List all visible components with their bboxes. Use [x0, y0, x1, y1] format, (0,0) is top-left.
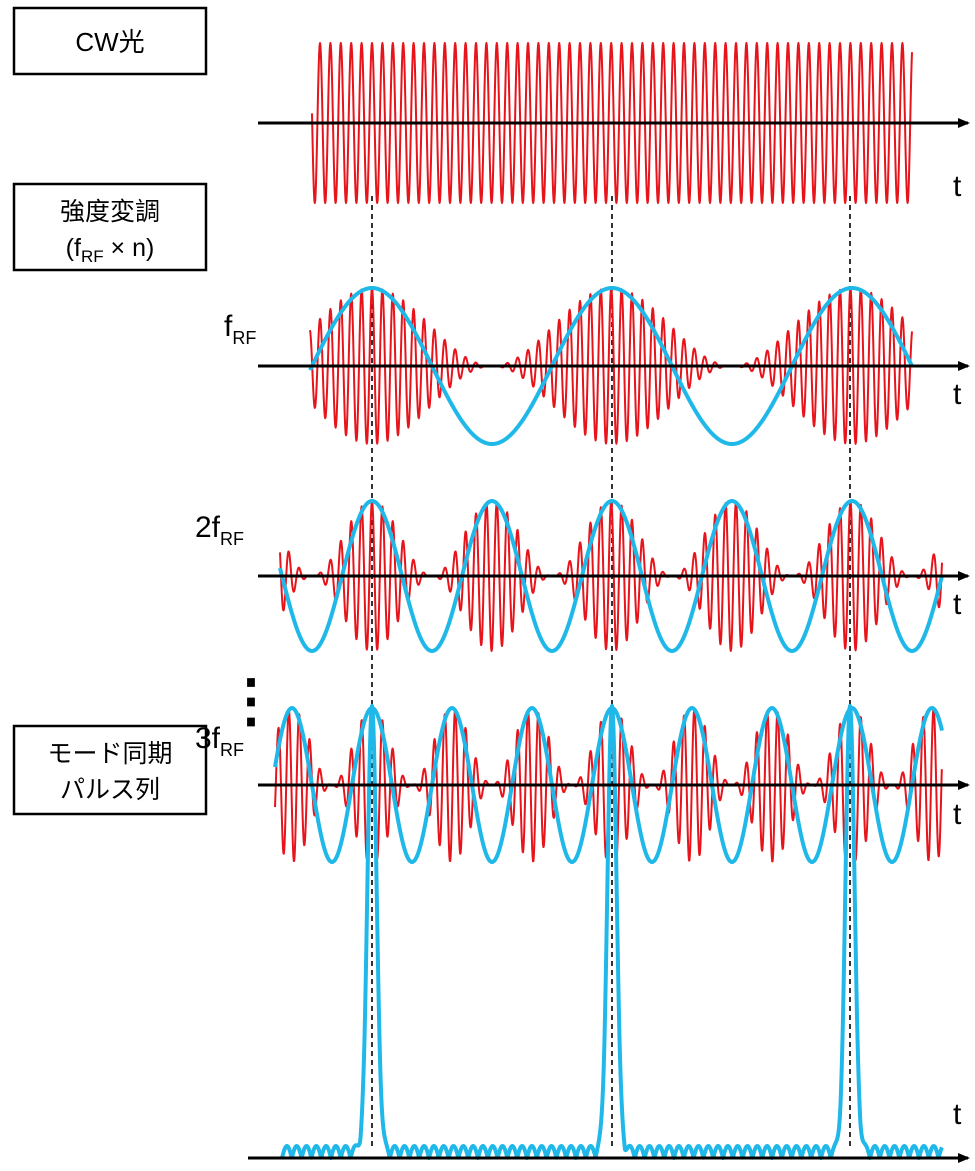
freq-label-1: fRF: [224, 310, 256, 348]
cw-light-label: CW光: [75, 27, 144, 57]
f3-envelope: [273, 706, 944, 864]
freq-label-3-sub: RF: [220, 740, 244, 760]
alignment-guides: [371, 196, 851, 1150]
time-axes: [248, 118, 970, 1163]
cw-carrier-wave: [311, 42, 913, 204]
modulation-open: (f: [66, 234, 81, 262]
time-label-pulse: t: [953, 1098, 962, 1131]
modulation-label-line1: 強度変調: [60, 198, 160, 226]
freq-label-1-main: f: [224, 310, 233, 343]
modulation-label-line2: (fRF × n): [66, 234, 155, 266]
mode-lock-label-line2: パルス列: [60, 776, 160, 804]
continuation-dots: ⋮: [222, 668, 280, 733]
modulation-box: [12, 182, 208, 272]
time-label-f1: t: [953, 378, 962, 411]
freq-label-3: 3fRF: [195, 722, 244, 760]
modulation-rest: × n): [104, 234, 155, 262]
freq-label-2: 2fRF: [195, 511, 244, 549]
time-label-f3: t: [953, 798, 962, 831]
f1-envelope: [308, 286, 914, 446]
f2-envelope: [278, 499, 944, 653]
cw-light-box: [12, 6, 208, 76]
waveforms: [273, 42, 944, 1160]
freq-label-3-main: 3f: [195, 722, 221, 755]
mode-lock-box: [12, 724, 208, 816]
freq-label-2-main: 2f: [195, 511, 221, 544]
freq-label-2-sub: RF: [220, 529, 244, 549]
time-label-f2: t: [953, 588, 962, 621]
mode-lock-label-line1: モード同期: [47, 740, 172, 768]
modulation-sub: RF: [81, 247, 104, 266]
freq-label-1-sub: RF: [232, 328, 256, 348]
time-label-cw: t: [953, 170, 962, 203]
mode-locked-pulse-train: [280, 704, 944, 1160]
